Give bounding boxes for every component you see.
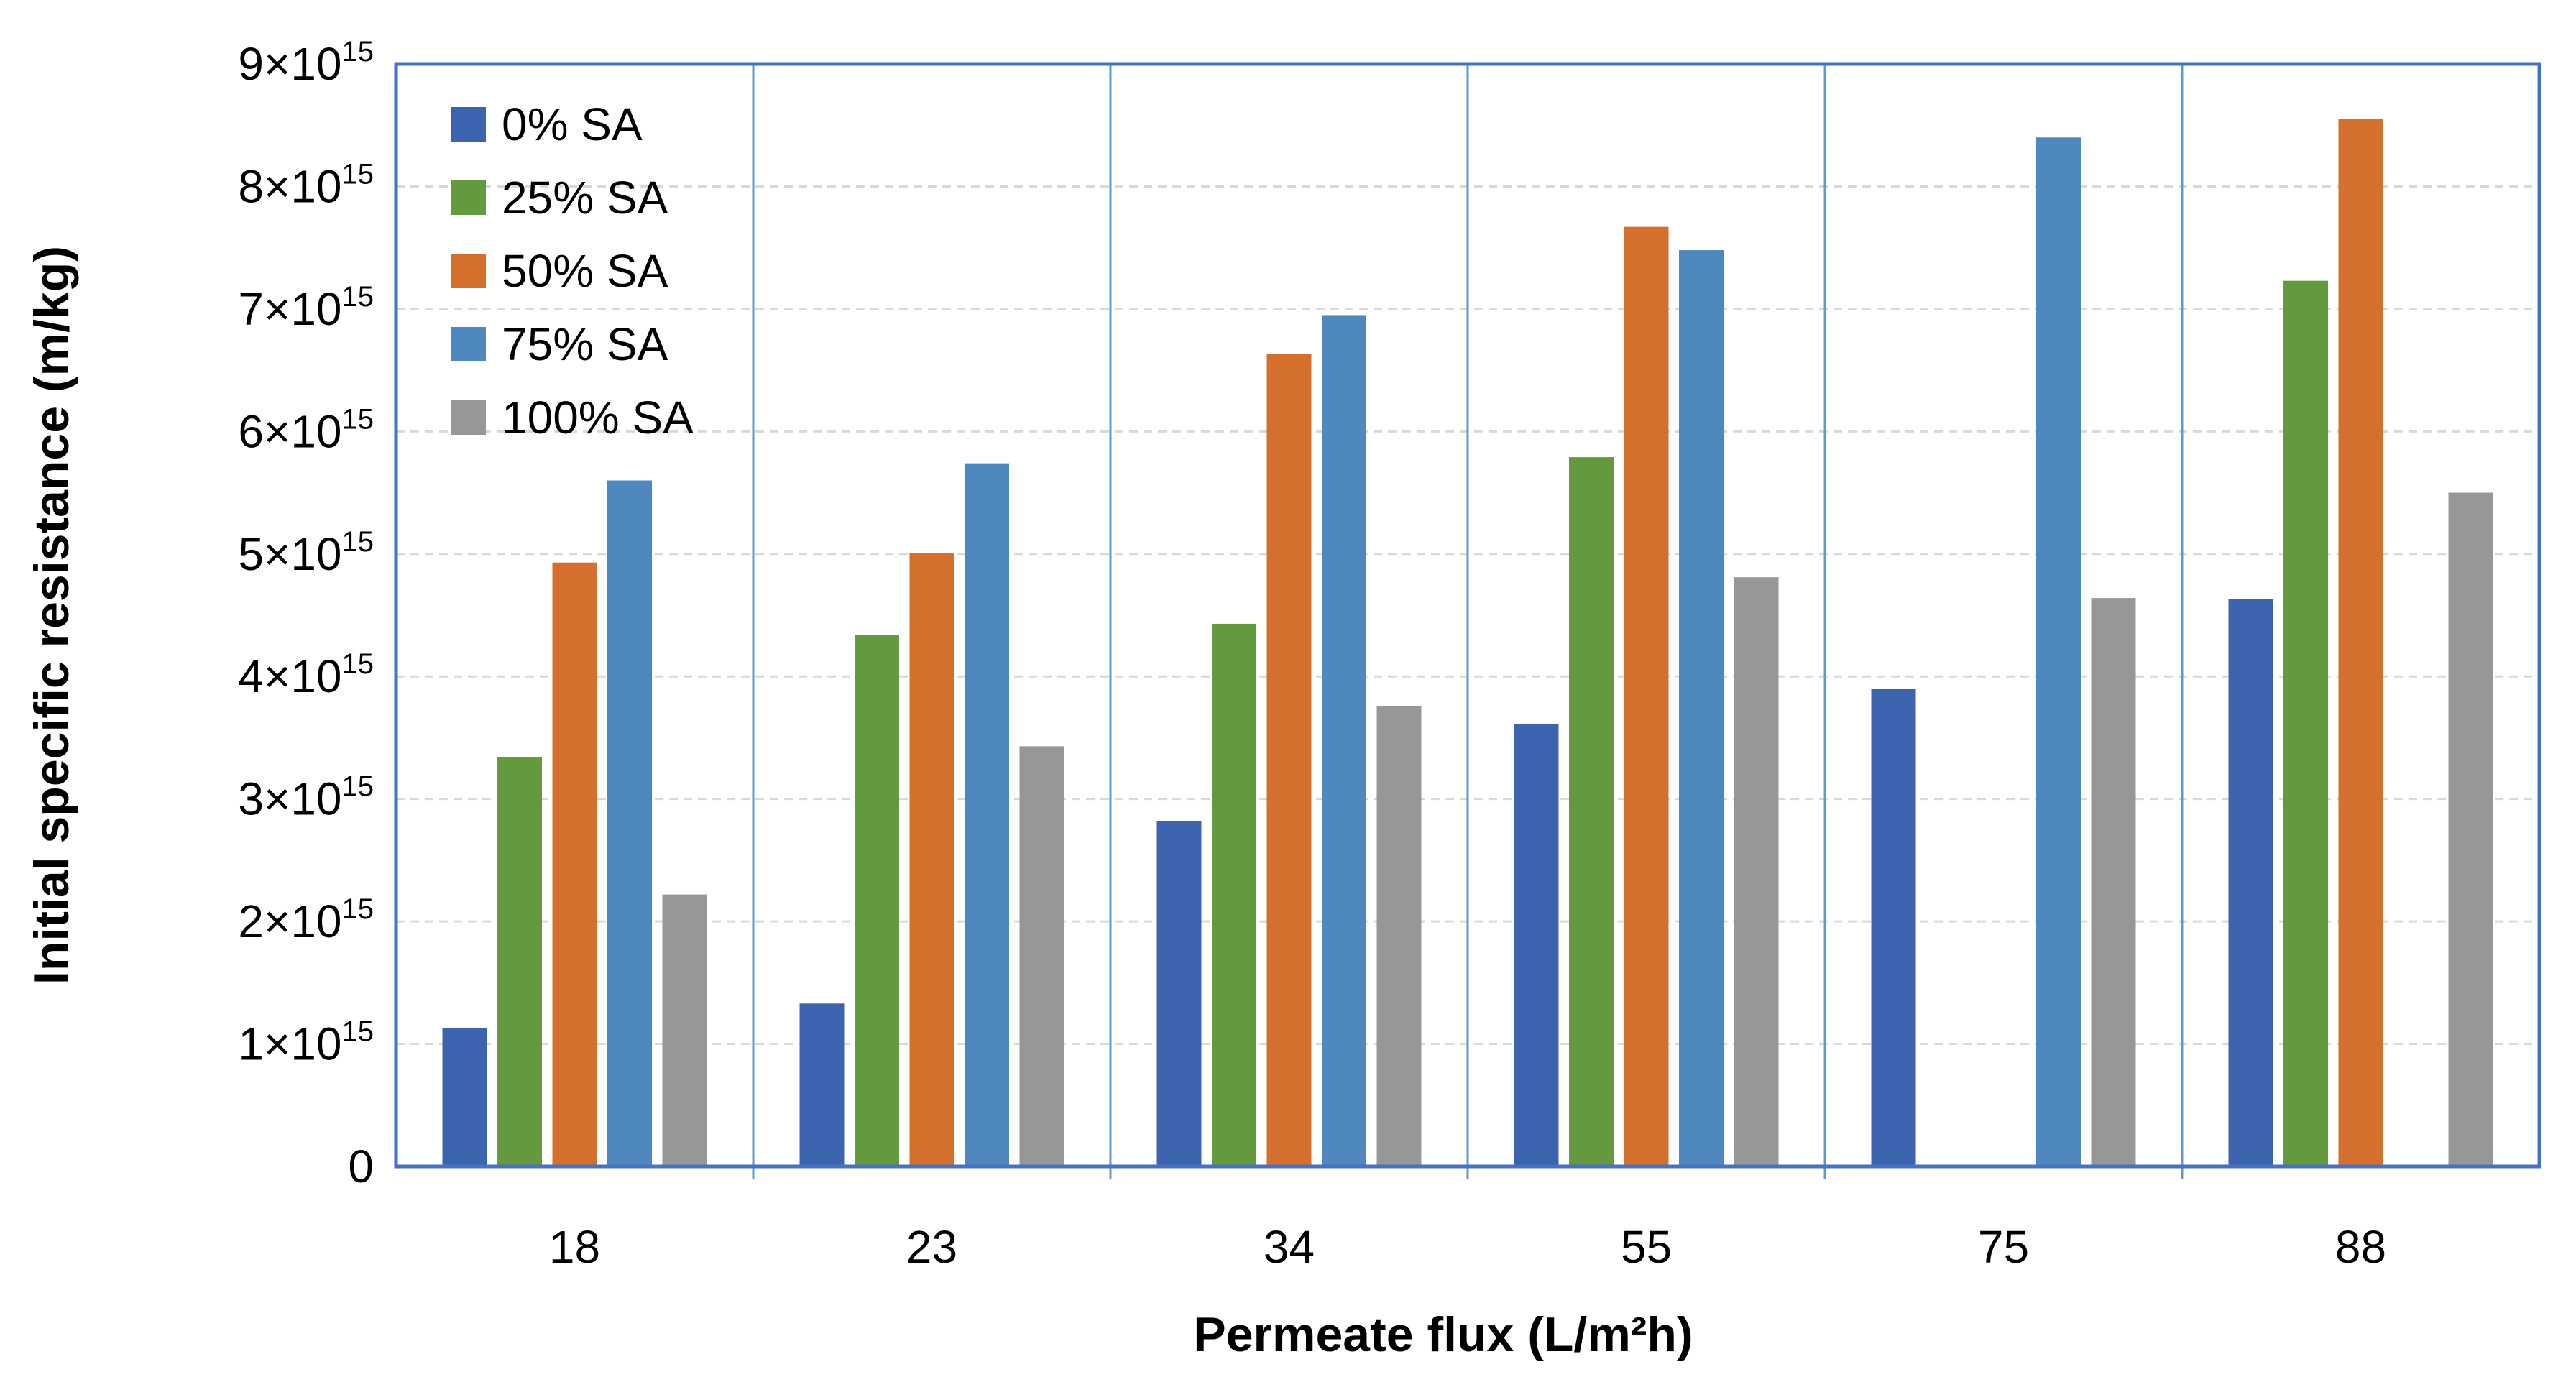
bar-0sa-23 bbox=[799, 1003, 845, 1166]
bar-100sa-34 bbox=[1376, 706, 1422, 1166]
y-tick-label: 0 bbox=[348, 1141, 374, 1192]
legend-swatch bbox=[451, 400, 486, 435]
y-tick-label: 2×1015 bbox=[238, 893, 374, 947]
bar-100sa-88 bbox=[2448, 492, 2493, 1166]
legend-label: 0% SA bbox=[502, 98, 643, 150]
bars bbox=[442, 119, 2493, 1167]
legend-label: 25% SA bbox=[502, 172, 668, 224]
bar-50sa-23 bbox=[909, 553, 954, 1166]
bar-100sa-18 bbox=[662, 894, 707, 1166]
category-separators bbox=[752, 64, 2184, 1179]
legend-label: 100% SA bbox=[502, 392, 694, 443]
y-tick-label: 6×1015 bbox=[238, 403, 374, 457]
bar-0sa-88 bbox=[2228, 599, 2273, 1166]
plot-frame bbox=[394, 62, 2542, 1169]
bar-0sa-18 bbox=[442, 1028, 487, 1166]
y-tick-label: 8×1015 bbox=[238, 158, 374, 212]
legend-swatch bbox=[451, 254, 486, 288]
bar-50sa-55 bbox=[1624, 226, 1669, 1166]
bar-75sa-34 bbox=[1322, 315, 1366, 1166]
legend-label: 75% SA bbox=[502, 318, 668, 370]
y-axis-title: Initial specific resistance (m/kg) bbox=[24, 246, 79, 985]
bar-75sa-23 bbox=[965, 463, 1009, 1166]
x-tick-label: 34 bbox=[1264, 1221, 1315, 1273]
bar-75sa-18 bbox=[607, 480, 652, 1166]
x-tick-label: 18 bbox=[549, 1221, 600, 1273]
y-tick-label: 5×1015 bbox=[238, 526, 374, 580]
x-tick-label: 75 bbox=[1978, 1221, 2029, 1273]
x-axis-title: Permeate flux (L/m²h) bbox=[1193, 1307, 1693, 1362]
legend-swatch bbox=[451, 327, 486, 361]
bar-100sa-75 bbox=[2091, 598, 2136, 1166]
bar-25sa-23 bbox=[855, 635, 899, 1166]
bar-25sa-55 bbox=[1569, 457, 1614, 1166]
bar-75sa-55 bbox=[1679, 250, 1724, 1166]
y-tick-label: 7×1015 bbox=[238, 281, 374, 335]
x-axis-ticks: 18 23 34 55 75 88 bbox=[549, 1221, 2386, 1273]
bar-25sa-88 bbox=[2283, 280, 2328, 1167]
y-axis-ticks: 0 1×1015 2×1015 3×1015 4×1015 5×1015 6×1015 7×1… bbox=[238, 36, 374, 1192]
bar-0sa-34 bbox=[1156, 821, 1202, 1166]
legend-label: 50% SA bbox=[502, 245, 668, 297]
bar-100sa-23 bbox=[1019, 746, 1064, 1166]
bar-100sa-55 bbox=[1734, 577, 1779, 1166]
x-tick-label: 55 bbox=[1621, 1221, 1672, 1273]
bar-25sa-18 bbox=[497, 757, 542, 1166]
y-tick-label: 1×1015 bbox=[238, 1016, 374, 1070]
x-tick-label: 88 bbox=[2335, 1221, 2386, 1273]
y-tick-label: 3×1015 bbox=[238, 771, 374, 825]
legend-swatch bbox=[451, 180, 486, 215]
bar-50sa-34 bbox=[1266, 354, 1312, 1166]
bar-0sa-75 bbox=[1871, 689, 1916, 1166]
bar-50sa-18 bbox=[552, 562, 597, 1166]
bar-75sa-75 bbox=[2036, 137, 2081, 1167]
bar-50sa-88 bbox=[2338, 119, 2383, 1167]
legend-swatch bbox=[451, 107, 486, 142]
y-tick-label: 9×1015 bbox=[238, 36, 374, 90]
bar-25sa-34 bbox=[1212, 623, 1256, 1166]
y-tick-label: 4×1015 bbox=[238, 648, 374, 702]
bar-0sa-55 bbox=[1514, 724, 1559, 1166]
x-tick-label: 23 bbox=[906, 1221, 957, 1273]
legend: 0% SA 25% SA 50% SA 75% SA 100% SA bbox=[451, 98, 694, 443]
